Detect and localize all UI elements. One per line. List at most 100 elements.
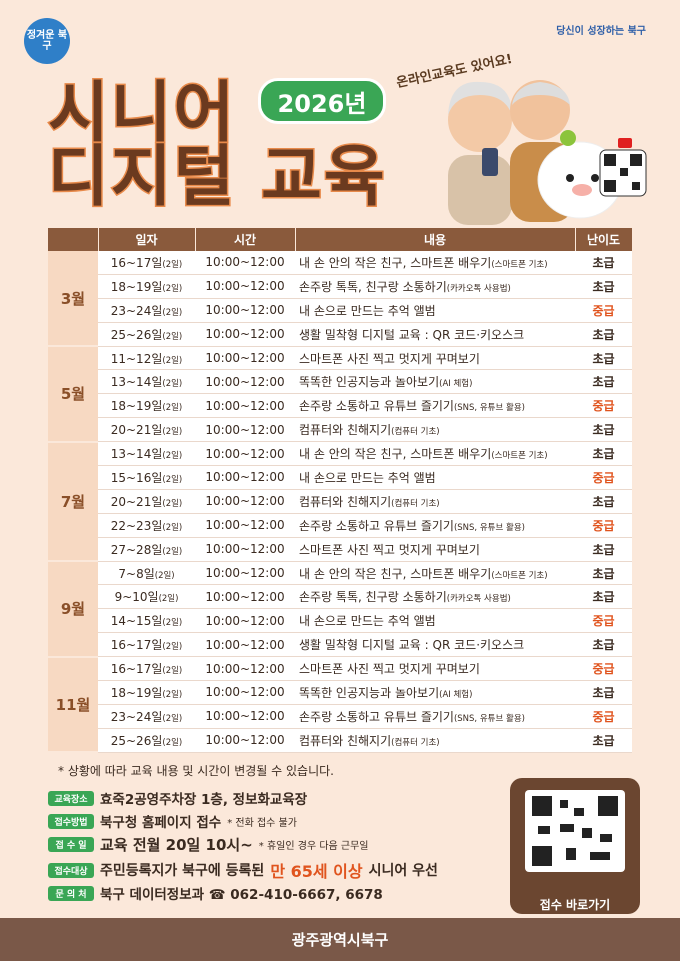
- schedule-row: 18~19일(2일) 10:00~12:00 손주랑 톡톡, 친구랑 소통하기(카카…: [48, 274, 632, 299]
- level-cell: 중급: [575, 393, 632, 419]
- days: (2일): [162, 331, 183, 342]
- content: 내 손 안의 작은 친구, 스마트폰 배우기: [299, 566, 492, 581]
- qr-label: 접수 바로가기: [539, 898, 611, 912]
- days: (2일): [158, 594, 179, 605]
- level-cell: 초급: [575, 322, 632, 347]
- days: (2일): [162, 355, 183, 366]
- content-note: (SNS, 유튜브 활용): [453, 522, 525, 533]
- date: 22~23일: [110, 518, 163, 533]
- schedule-row: 3월 16~17일(2일) 10:00~12:00 내 손 안의 작은 친구, 스마트…: [48, 251, 632, 348]
- date: 16~17일: [110, 255, 163, 270]
- month-cell: 3월: [48, 251, 98, 348]
- days: (2일): [162, 666, 183, 677]
- time-cell: 10:00~12:00: [195, 728, 295, 753]
- date-cell: 20~21일(2일): [98, 489, 195, 514]
- date-cell: 27~28일(2일): [98, 537, 195, 562]
- days: (2일): [162, 379, 183, 390]
- days: (2일): [162, 546, 183, 557]
- content: 컴퓨터와 친해지기: [299, 494, 392, 509]
- content: 똑똑한 인공지능과 놀아보기: [299, 375, 440, 390]
- time-cell: 10:00~12:00: [195, 537, 295, 562]
- content-cell: 내 손으로 만드는 추억 앨범: [295, 608, 575, 634]
- schedule-row: 23~24일(2일) 10:00~12:00 내 손으로 만드는 추억 앨범 중급: [48, 298, 632, 323]
- date: 11~12일: [110, 351, 163, 366]
- col-header: 시간: [195, 228, 296, 251]
- date: 20~21일: [110, 423, 163, 438]
- content: 스마트폰 사진 찍고 멋지게 꾸며보기: [299, 662, 480, 677]
- time-cell: 10:00~12:00: [195, 513, 295, 538]
- date-cell: 11~12일(2일): [98, 346, 195, 371]
- schedule-row: 18~19일(2일) 10:00~12:00 똑똑한 인공지능과 놀아보기(AI 체…: [48, 680, 632, 705]
- level-cell: 초급: [575, 369, 632, 395]
- schedule-row: 25~26일(2일) 10:00~12:00 생활 밀착형 디지털 교육 : QR …: [48, 322, 632, 347]
- time-cell: 10:00~12:00: [195, 322, 295, 347]
- level-cell: 중급: [575, 465, 632, 490]
- schedule-row: 22~23일(2일) 10:00~12:00 손주랑 소통하고 유튜브 즐기기(SN…: [48, 513, 632, 538]
- schedule-row: 9월 7~8일(2일) 10:00~12:00 내 손 안의 작은 친구, 스마트폰 …: [48, 561, 632, 658]
- logo-left: 정겨운 북구: [24, 18, 70, 64]
- days: (2일): [162, 403, 183, 414]
- content-note: (스마트폰 기초): [491, 259, 548, 270]
- level-cell: 초급: [575, 274, 632, 299]
- date-cell: 22~23일(2일): [98, 513, 195, 538]
- time-cell: 10:00~12:00: [195, 441, 295, 467]
- level-cell: 초급: [575, 632, 632, 658]
- logo-right: 당신이 성장하는 북구: [556, 26, 646, 37]
- col-month: [48, 228, 99, 251]
- date-cell: 9~10일(2일): [98, 584, 195, 610]
- days: (2일): [162, 737, 183, 748]
- days: (2일): [162, 713, 183, 724]
- content-cell: 컴퓨터와 친해지기(컴퓨터 기초): [295, 489, 575, 514]
- time-cell: 10:00~12:00: [195, 489, 295, 514]
- schedule-row: 9~10일(2일) 10:00~12:00 손주랑 톡톡, 친구랑 소통하기(카카오…: [48, 584, 632, 610]
- month-cell: 11월: [48, 656, 98, 754]
- date: 18~19일: [110, 279, 163, 294]
- content: 스마트폰 사진 찍고 멋지게 꾸며보기: [299, 542, 480, 557]
- date: 16~17일: [110, 662, 163, 677]
- content-note: (컴퓨터 기초): [391, 737, 440, 748]
- content: 내 손으로 만드는 추억 앨범: [299, 614, 436, 629]
- date: 13~14일: [110, 447, 163, 462]
- date-cell: 25~26일(2일): [98, 728, 195, 753]
- schedule-row: 16~17일(2일) 10:00~12:00 생활 밀착형 디지털 교육 : QR …: [48, 632, 632, 658]
- info-text: 북구청 홈페이지 접수: [100, 815, 222, 831]
- time-cell: 10:00~12:00: [195, 298, 295, 323]
- date-cell: 23~24일(2일): [98, 704, 195, 729]
- col-header: 일자: [98, 228, 196, 251]
- content-note: (스마트폰 기초): [491, 570, 548, 581]
- content-cell: 컴퓨터와 친해지기(컴퓨터 기초): [295, 417, 575, 443]
- time-cell: 10:00~12:00: [195, 346, 295, 371]
- schedule-row: 20~21일(2일) 10:00~12:00 컴퓨터와 친해지기(컴퓨터 기초) 초급: [48, 489, 632, 514]
- qr-box[interactable]: [510, 778, 640, 914]
- days: (2일): [162, 498, 183, 509]
- content-note: (카카오톡 사용법): [446, 594, 511, 605]
- content-cell: 내 손 안의 작은 친구, 스마트폰 배우기(스마트폰 기초): [295, 251, 575, 275]
- date: 23~24일: [110, 709, 163, 724]
- content-cell: 똑똑한 인공지능과 놀아보기(AI 체험): [295, 369, 575, 395]
- date-cell: 25~26일(2일): [98, 322, 195, 347]
- content-note: (SNS, 유튜브 활용): [453, 713, 525, 724]
- level-cell: 초급: [575, 417, 632, 443]
- content-cell: 스마트폰 사진 찍고 멋지게 꾸며보기: [295, 346, 575, 371]
- date-cell: 18~19일(2일): [98, 393, 195, 419]
- level-cell: 중급: [575, 298, 632, 323]
- days: (2일): [162, 474, 183, 485]
- schedule-row: 5월 11~12일(2일) 10:00~12:00 스마트폰 사진 찍고 멋지게 꾸며…: [48, 346, 632, 443]
- date-cell: 14~15일(2일): [98, 608, 195, 634]
- schedule-row: 11월 16~17일(2일) 10:00~12:00 스마트폰 사진 찍고 멋지게 꾸…: [48, 656, 632, 754]
- illustration: [448, 80, 647, 225]
- date: 25~26일: [110, 327, 163, 342]
- level-cell: 초급: [575, 346, 632, 371]
- info-text: 교육 전월 20일 10시~: [100, 836, 253, 854]
- level-cell: 초급: [575, 584, 632, 610]
- schedule-row: 14~15일(2일) 10:00~12:00 내 손으로 만드는 추억 앨범 중급: [48, 608, 632, 634]
- content-note: (컴퓨터 기초): [391, 498, 440, 509]
- time-cell: 10:00~12:00: [195, 656, 295, 682]
- level-cell: 초급: [575, 561, 632, 586]
- time-cell: 10:00~12:00: [195, 465, 295, 490]
- month-cell: 7월: [48, 441, 98, 563]
- content-cell: 생활 밀착형 디지털 교육 : QR 코드·키오스크: [295, 322, 575, 347]
- info-label: 접 수 일: [48, 837, 94, 852]
- info-label: 접수방법: [48, 813, 94, 829]
